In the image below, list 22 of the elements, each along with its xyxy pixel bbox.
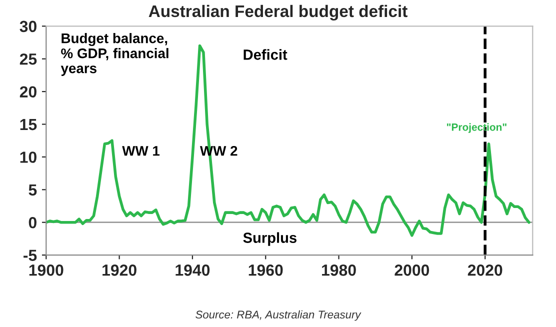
y-tick-label: 10 — [20, 152, 36, 163]
source-note: Source: RBA, Australian Treasury — [196, 310, 362, 321]
y-tick-label: 25 — [20, 53, 37, 65]
x-tick-label: 2000 — [394, 264, 430, 276]
annotation: WW 1 — [122, 146, 160, 156]
x-tick-label: 1920 — [102, 264, 136, 276]
annotation: Budget balance, % GDP, financial years — [60, 33, 168, 76]
y-tick-label: -5 — [24, 250, 37, 262]
y-tick-label: 30 — [20, 20, 36, 32]
chart-title: Australian Federal budget deficit — [148, 4, 408, 21]
x-tick-label: 1960 — [248, 264, 283, 276]
y-tick-label: 15 — [20, 119, 37, 130]
y-tick-label: 5 — [28, 184, 37, 196]
x-tick-label: 1900 — [29, 264, 64, 276]
y-tick-label: 0 — [28, 216, 36, 228]
x-tick-label: 2020 — [468, 264, 502, 276]
x-tick-label: 1940 — [176, 264, 210, 276]
annotation: "Projection" — [446, 123, 506, 133]
annotation: Surplus — [243, 232, 296, 246]
annotation: Deficit — [244, 49, 288, 60]
y-tick-label: 20 — [20, 86, 36, 98]
x-tick-label: 1980 — [322, 264, 356, 276]
